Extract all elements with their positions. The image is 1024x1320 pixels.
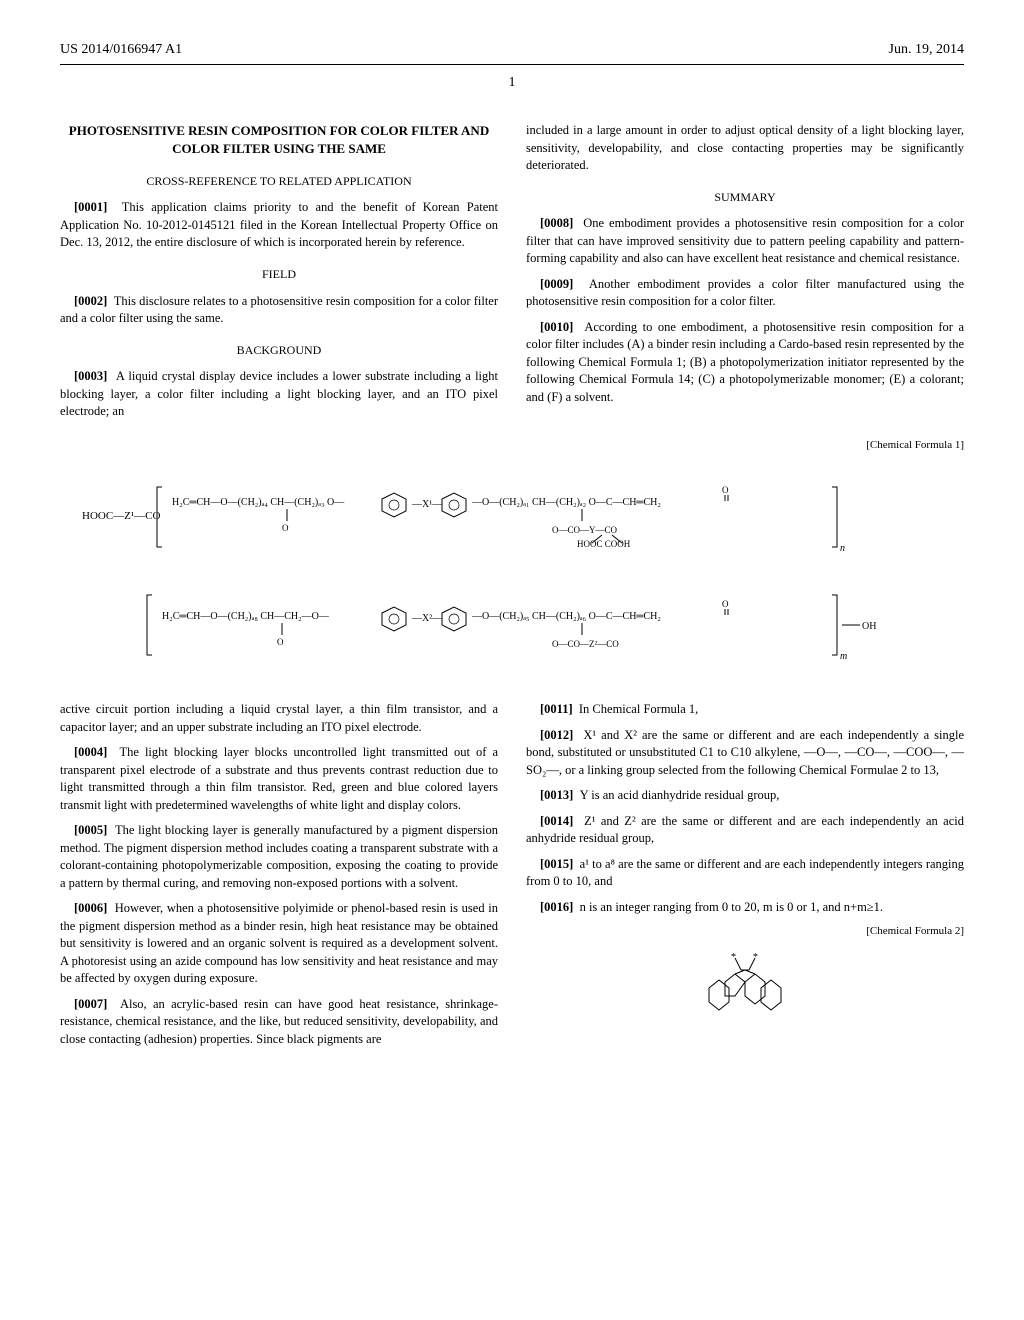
svg-text:—X²—: —X²— — [411, 613, 443, 624]
para-0009: [0009] Another embodiment provides a col… — [526, 276, 964, 311]
svg-text:O—CO—Y—CO: O—CO—Y—CO — [552, 525, 618, 535]
para-0003-cont: active circuit portion including a liqui… — [60, 701, 498, 736]
para-0006: [0006] However, when a photosensitive po… — [60, 900, 498, 988]
svg-text:—X¹—: —X¹— — [411, 499, 443, 510]
svg-text:OH: OH — [862, 621, 876, 632]
svg-text:m: m — [840, 651, 847, 662]
svg-text:HOOC—Z¹—CO: HOOC—Z¹—CO — [82, 510, 161, 522]
svg-text:*: * — [731, 952, 736, 963]
svg-text:O: O — [722, 485, 729, 495]
heading-crossref: CROSS-REFERENCE TO RELATED APPLICATION — [60, 173, 498, 190]
para-0004: [0004] The light blocking layer blocks u… — [60, 744, 498, 814]
para-0013: [0013] Y is an acid dianhydride residual… — [526, 787, 964, 805]
svg-text:O: O — [282, 523, 289, 533]
para-0005: [0005] The light blocking layer is gener… — [60, 822, 498, 892]
svg-text:HOOC COOH: HOOC COOH — [577, 539, 631, 549]
publication-number: US 2014/0166947 A1 — [60, 40, 182, 60]
para-0003: [0003] A liquid crystal display device i… — [60, 368, 498, 421]
svg-text:—O—(CH₂)ₐ₅ CH—(CH₂)ₐ₆ O—C—CH═C: —O—(CH₂)ₐ₅ CH—(CH₂)ₐ₆ O—C—CH═CH₂ — [471, 611, 661, 622]
para-0001: [0001] This application claims priority … — [60, 199, 498, 252]
document-title: PHOTOSENSITIVE RESIN COMPOSITION FOR COL… — [60, 122, 498, 158]
heading-summary: SUMMARY — [526, 189, 964, 206]
para-0014: [0014] Z¹ and Z² are the same or differe… — [526, 813, 964, 848]
chemical-formula-2: * * — [526, 952, 964, 1028]
page-number: 1 — [60, 73, 964, 93]
svg-text:O—CO—Z²—CO: O—CO—Z²—CO — [552, 639, 619, 649]
body-content: PHOTOSENSITIVE RESIN COMPOSITION FOR COL… — [60, 122, 964, 1048]
heading-field: FIELD — [60, 266, 498, 283]
para-0007: [0007] Also, an acrylic-based resin can … — [60, 996, 498, 1049]
formula-1-label: [Chemical Formula 1] — [60, 438, 964, 453]
svg-text:n: n — [840, 543, 845, 554]
heading-background: BACKGROUND — [60, 342, 498, 359]
para-0011: [0011] In Chemical Formula 1, — [526, 701, 964, 719]
para-0002: [0002] This disclosure relates to a phot… — [60, 293, 498, 328]
para-0015: [0015] a¹ to a⁸ are the same or differen… — [526, 856, 964, 891]
publication-date: Jun. 19, 2014 — [889, 40, 964, 60]
svg-text:H₂C═CH—O—(CH₂)ₐ₈ CH—CH₂—O—: H₂C═CH—O—(CH₂)ₐ₈ CH—CH₂—O— — [162, 611, 330, 622]
svg-text:—O—(CH₂)ₐ₁ CH—(CH₂)ₐ₂ O—C—CH═C: —O—(CH₂)ₐ₁ CH—(CH₂)ₐ₂ O—C—CH═CH₂ — [471, 497, 661, 508]
formula-2-label: [Chemical Formula 2] — [526, 924, 964, 939]
para-0010: [0010] According to one embodiment, a ph… — [526, 319, 964, 407]
para-0016: [0016] n is an integer ranging from 0 to… — [526, 899, 964, 917]
para-0008: [0008] One embodiment provides a photose… — [526, 215, 964, 268]
svg-text:H₂C═CH—O—(CH₂)ₐ₄ CH—(CH₂)ₐ₃ O—: H₂C═CH—O—(CH₂)ₐ₄ CH—(CH₂)ₐ₃ O— — [172, 497, 345, 508]
chemical-formula-1-block: [Chemical Formula 1] HOOC—Z¹—CO H₂C═CH—O… — [60, 438, 964, 685]
svg-text:O: O — [722, 599, 729, 609]
svg-text:O: O — [277, 637, 284, 647]
para-0012: [0012] X¹ and X² are the same or differe… — [526, 727, 964, 780]
para-0007-cont: included in a large amount in order to a… — [526, 122, 964, 175]
page-header: US 2014/0166947 A1 Jun. 19, 2014 — [60, 40, 964, 65]
chemical-formula-1: HOOC—Z¹—CO H₂C═CH—O—(CH₂)ₐ₄ CH—(CH₂)ₐ₃ O… — [60, 457, 964, 671]
svg-text:*: * — [753, 952, 758, 963]
